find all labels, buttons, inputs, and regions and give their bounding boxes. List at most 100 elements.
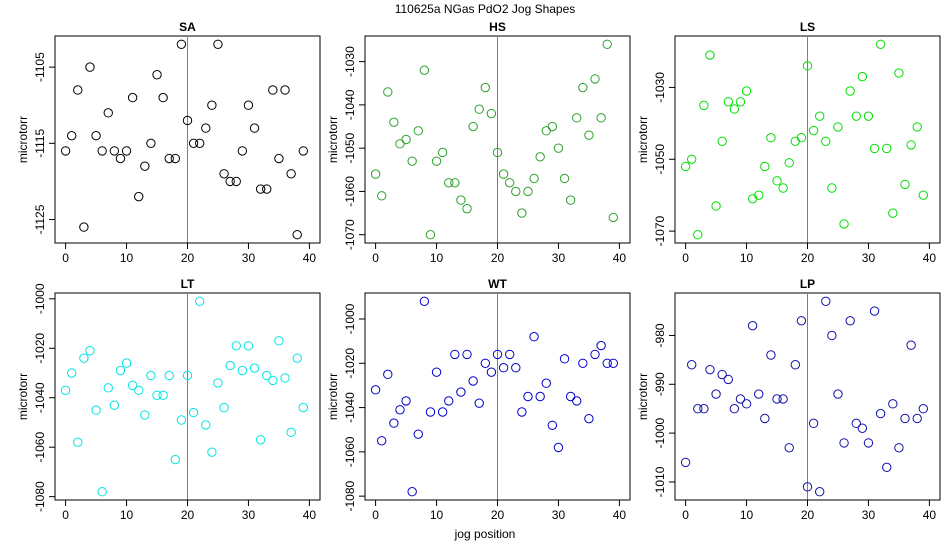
y-tick-label: -1050 (343, 132, 357, 163)
data-point (590, 349, 600, 360)
data-point (735, 97, 746, 107)
data-point (504, 349, 515, 360)
data-point (754, 190, 764, 200)
data-point (389, 117, 399, 127)
y-tick-label: -1030 (343, 46, 357, 77)
data-point (882, 143, 892, 154)
y-tick-label: -1040 (33, 382, 47, 413)
data-points (370, 39, 619, 240)
data-point (225, 360, 235, 371)
y-tick-label: -1060 (343, 176, 357, 207)
data-point (91, 405, 101, 415)
y-tick-label: -1020 (343, 348, 357, 379)
x-tick-label: 30 (862, 251, 876, 265)
data-point (863, 438, 874, 448)
data-point (407, 487, 417, 497)
y-axis: -1030 -1050 -1070 (653, 72, 676, 246)
data-point (888, 399, 898, 409)
y-tick-label: -1060 (33, 432, 47, 463)
data-point (274, 336, 284, 346)
data-point (918, 190, 929, 200)
x-tick-label: 10 (430, 251, 444, 265)
y-tick-label: -1010 (653, 466, 667, 497)
data-point (827, 183, 837, 193)
data-point (97, 146, 107, 156)
data-point (729, 404, 740, 414)
x-tick-label: 10 (120, 508, 134, 522)
x-tick-label: 40 (613, 251, 627, 265)
data-point (468, 121, 478, 132)
data-point (419, 65, 430, 75)
data-point (219, 169, 229, 179)
data-point (280, 85, 290, 95)
data-point (492, 349, 503, 360)
x-axis: 0 10 20 30 40 (62, 499, 316, 522)
data-point (480, 358, 491, 368)
data-point (425, 407, 436, 417)
y-tick-label: -1125 (33, 204, 47, 234)
data-point (535, 391, 545, 402)
data-point (188, 138, 199, 149)
y-tick-label: -1000 (33, 283, 47, 314)
data-point (249, 123, 260, 133)
data-point (839, 438, 849, 448)
data-point (225, 176, 235, 187)
data-point (437, 147, 448, 158)
data-point (255, 435, 266, 445)
data-points (370, 296, 619, 497)
data-point (747, 320, 758, 331)
x-tick-label: 20 (491, 251, 505, 265)
data-point (134, 191, 144, 202)
data-point (201, 123, 211, 133)
data-point (590, 74, 600, 84)
data-point (274, 153, 284, 164)
data-point (833, 122, 843, 132)
data-point (268, 85, 278, 95)
data-point (286, 427, 296, 438)
data-point (468, 376, 478, 386)
data-point (535, 152, 545, 162)
data-point (401, 396, 411, 406)
data-points (680, 39, 929, 240)
data-point (778, 394, 788, 404)
data-point (85, 62, 95, 72)
y-axis-label: microtorr (16, 116, 30, 163)
data-point (480, 82, 491, 93)
y-tick-label: -1080 (343, 480, 357, 511)
data-point (237, 146, 248, 156)
data-point (723, 374, 733, 385)
data-point (437, 407, 448, 417)
panel-title: LS (800, 20, 815, 34)
x-axis: 0 10 20 30 40 (372, 242, 627, 265)
data-point (796, 316, 807, 326)
data-point (711, 201, 721, 211)
x-tick-label: 0 (372, 251, 379, 265)
x-tick-label: 40 (613, 508, 627, 522)
y-tick-label: -1080 (33, 481, 47, 512)
data-point (395, 405, 405, 415)
data-point (498, 169, 509, 179)
data-point (194, 138, 205, 149)
data-point (504, 178, 515, 188)
data-point (699, 404, 709, 414)
data-points (60, 39, 309, 240)
y-axis-label: microtorr (636, 373, 650, 420)
data-point (66, 368, 77, 378)
data-point (693, 404, 703, 414)
data-point (686, 154, 697, 164)
data-point (511, 186, 521, 197)
y-axis-label: microtorr (326, 373, 340, 420)
data-point (121, 146, 132, 156)
y-tick-label: -1115 (33, 129, 47, 158)
panel-wt: WT 0 10 20 30 40 -1000 -1020 -1040 -1060 -1080 micr… (326, 277, 631, 522)
data-point (176, 39, 187, 49)
data-point (814, 487, 825, 497)
panel-title: HS (489, 20, 506, 34)
data-point (444, 396, 454, 406)
data-point (906, 340, 916, 350)
data-point (268, 375, 278, 386)
x-tick-label: 0 (62, 251, 69, 265)
data-point (383, 369, 393, 380)
data-point (170, 153, 181, 164)
